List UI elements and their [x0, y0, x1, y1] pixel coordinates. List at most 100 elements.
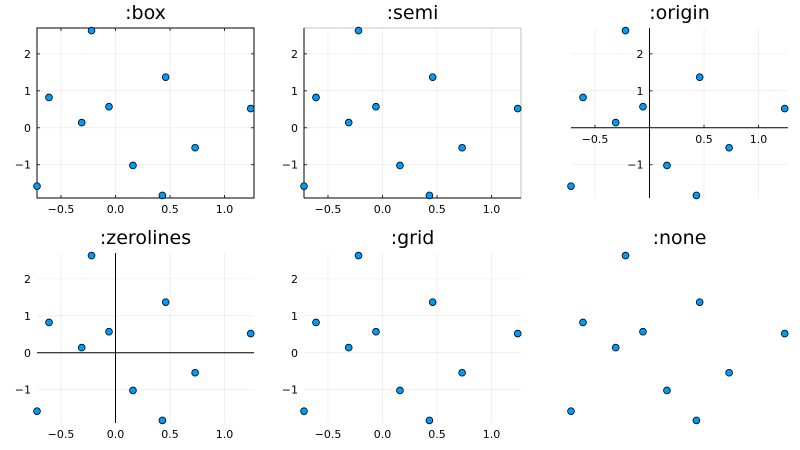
y-tick-label: 1	[24, 310, 31, 323]
subplot-title: :none	[653, 227, 707, 249]
data-point	[354, 26, 363, 35]
data-point	[458, 143, 466, 152]
frame-box	[36, 27, 255, 199]
data-point	[639, 102, 647, 111]
data-point	[129, 161, 137, 170]
data-point	[77, 118, 86, 127]
data-point	[246, 329, 255, 338]
data-point	[780, 329, 789, 338]
y-tick-label: 1	[291, 310, 298, 323]
subplot-grid: :grid −0.5 0.0 0.5 1.0 −1 0 1 2	[282, 227, 522, 441]
data-point	[663, 161, 671, 170]
y-tick-label: 0	[291, 347, 298, 360]
x-tick-label: −0.5	[582, 133, 609, 146]
x-tick-label: −0.5	[315, 203, 342, 216]
x-tick-label: 0.5	[428, 428, 446, 441]
x-tick-label: 0.0	[107, 428, 125, 441]
subplot-origin: :origin −0.5 0.5 1.0 −1 1 2	[567, 2, 789, 200]
data-point	[161, 73, 170, 81]
x-tick-label: 1.0	[483, 428, 501, 441]
y-tick-label: 0	[291, 122, 298, 135]
data-point	[158, 191, 167, 200]
x-tick-label: 0.0	[374, 203, 392, 216]
data-point	[300, 407, 308, 415]
x-tick-label: 0.0	[107, 203, 125, 216]
data-point	[692, 416, 701, 425]
data-point	[513, 104, 522, 113]
y-tick-label: −1	[282, 159, 298, 172]
data-point	[513, 329, 522, 338]
data-point	[33, 182, 41, 190]
subplot-title: :semi	[387, 2, 439, 24]
data-point	[344, 118, 353, 127]
subplot-none: :none	[567, 227, 789, 425]
data-point	[663, 386, 671, 395]
subplot-title: :origin	[649, 2, 710, 24]
data-point	[191, 143, 199, 152]
subplot-title: :box	[125, 2, 166, 24]
data-point	[129, 386, 137, 395]
y-tick-label: 2	[637, 48, 644, 61]
data-point	[579, 93, 587, 102]
data-point	[45, 318, 53, 327]
data-point	[695, 73, 704, 81]
data-point	[105, 102, 113, 111]
subplot-zerolines: :zerolines −0.5 0.0 0.5 1.0 −1 0 1 2	[15, 227, 255, 441]
subplot-title: :zerolines	[100, 227, 191, 249]
y-tick-label: 1	[291, 85, 298, 98]
data-point	[396, 386, 404, 395]
data-point	[33, 407, 41, 415]
data-point	[312, 318, 320, 327]
data-point	[567, 182, 575, 190]
x-tick-label: 1.0	[483, 203, 501, 216]
subplot-semi: :semi −0.5 0.0 0.5 1.0 −1 0 1 2	[282, 2, 522, 216]
x-tick-label: 0.0	[374, 428, 392, 441]
data-point	[87, 251, 96, 260]
x-tick-label: 1.0	[216, 203, 234, 216]
data-point	[354, 251, 363, 260]
y-tick-label: 2	[291, 273, 298, 286]
data-point	[725, 368, 733, 377]
data-point	[87, 26, 96, 35]
x-tick-label: 1.0	[750, 133, 768, 146]
data-point	[425, 416, 434, 425]
data-point	[344, 343, 353, 352]
y-tick-label: 0	[24, 122, 31, 135]
data-point	[191, 368, 199, 377]
y-tick-label: 2	[291, 48, 298, 61]
y-tick-label: −1	[15, 384, 31, 397]
data-point	[639, 327, 647, 336]
data-point	[780, 104, 789, 113]
x-tick-label: 0.5	[695, 133, 713, 146]
data-point	[396, 161, 404, 170]
data-point	[725, 143, 733, 152]
x-tick-label: −0.5	[315, 428, 342, 441]
data-point	[372, 327, 380, 336]
x-tick-label: 0.5	[161, 203, 179, 216]
data-point	[692, 191, 701, 200]
y-tick-label: 2	[24, 273, 31, 286]
data-point	[621, 251, 630, 260]
x-tick-label: 0.5	[161, 428, 179, 441]
y-tick-label: 2	[24, 48, 31, 61]
y-tick-label: −1	[282, 384, 298, 397]
subplot-box: :box −0.5 0.0 0.5 1.0 −1 0 1 2	[15, 2, 255, 216]
data-point	[161, 298, 170, 306]
data-point	[428, 73, 437, 81]
data-point	[77, 343, 86, 352]
data-point	[312, 93, 320, 102]
data-point	[621, 26, 630, 35]
y-tick-label: 1	[637, 85, 644, 98]
data-point	[579, 318, 587, 327]
data-point	[695, 298, 704, 306]
data-point	[425, 191, 434, 200]
data-point	[45, 93, 53, 102]
data-point	[611, 118, 620, 127]
y-tick-label: −1	[15, 159, 31, 172]
x-tick-label: 0.5	[428, 203, 446, 216]
data-point	[428, 298, 437, 306]
data-point	[300, 182, 308, 190]
data-point	[611, 343, 620, 352]
